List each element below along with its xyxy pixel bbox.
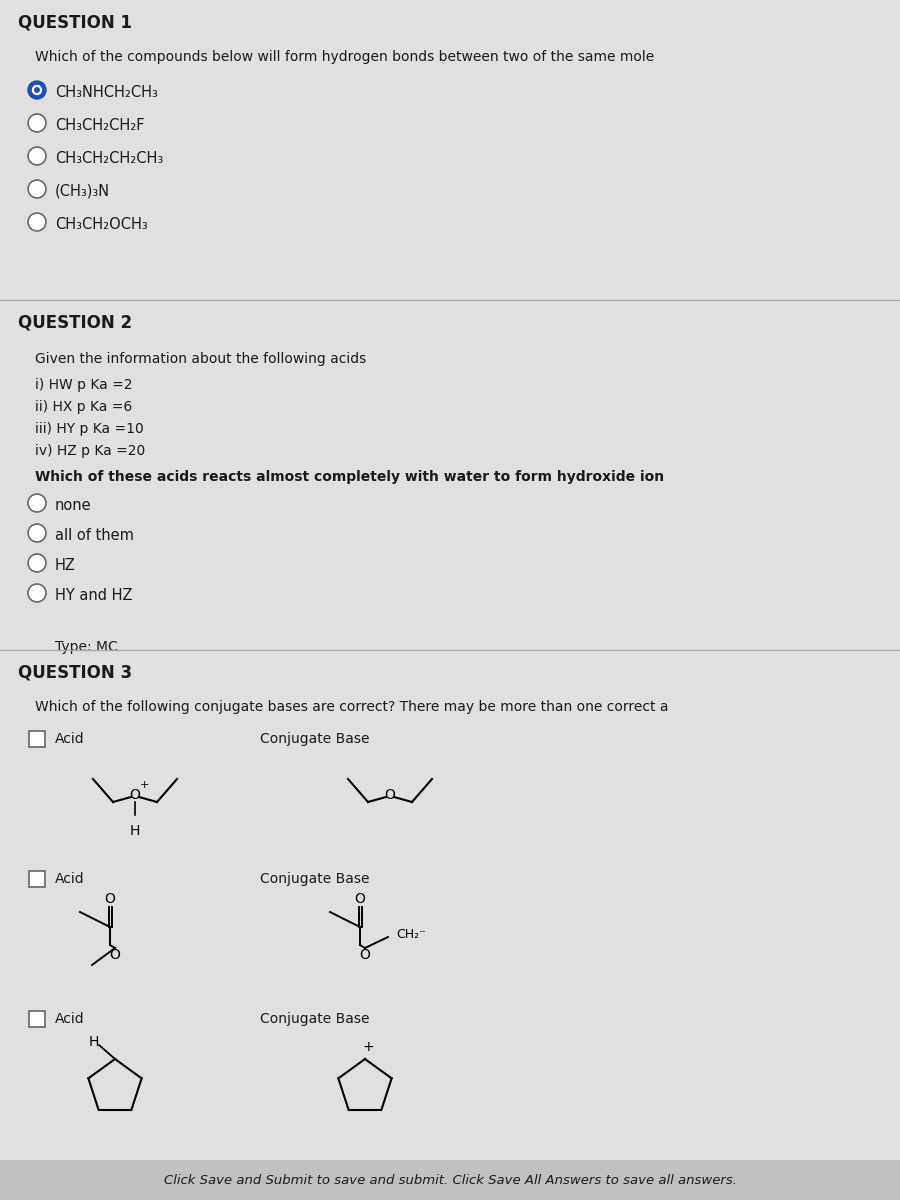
Text: Conjugate Base: Conjugate Base xyxy=(260,1012,370,1026)
Text: QUESTION 3: QUESTION 3 xyxy=(18,664,132,682)
Text: CH₃NHCH₂CH₃: CH₃NHCH₂CH₃ xyxy=(55,85,158,100)
Text: CH₃CH₂CH₂F: CH₃CH₂CH₂F xyxy=(55,118,145,133)
Bar xyxy=(0,0,900,300)
Circle shape xyxy=(28,214,46,230)
Circle shape xyxy=(28,584,46,602)
Text: ii) HX p Ka =6: ii) HX p Ka =6 xyxy=(35,400,132,414)
Text: Acid: Acid xyxy=(55,1012,85,1026)
Bar xyxy=(29,1010,45,1027)
Text: +: + xyxy=(362,1040,374,1054)
Text: Click Save and Submit to save and submit. Click Save All Answers to save all ans: Click Save and Submit to save and submit… xyxy=(164,1174,736,1187)
Bar xyxy=(29,731,45,746)
Text: QUESTION 1: QUESTION 1 xyxy=(18,14,132,32)
Bar xyxy=(0,300,900,650)
Text: CH₂⁻: CH₂⁻ xyxy=(396,928,426,941)
Text: O: O xyxy=(130,788,140,802)
Text: (CH₃)₃N: (CH₃)₃N xyxy=(55,184,110,199)
Text: HZ: HZ xyxy=(55,558,76,572)
Circle shape xyxy=(32,85,41,95)
Text: Which of the compounds below will form hydrogen bonds between two of the same mo: Which of the compounds below will form h… xyxy=(35,50,654,64)
Text: Given the information about the following acids: Given the information about the followin… xyxy=(35,352,366,366)
Text: Which of the following conjugate bases are correct? There may be more than one c: Which of the following conjugate bases a… xyxy=(35,700,669,714)
Text: QUESTION 2: QUESTION 2 xyxy=(18,314,132,332)
Text: CH₃CH₂CH₂CH₃: CH₃CH₂CH₂CH₃ xyxy=(55,151,163,166)
Text: Conjugate Base: Conjugate Base xyxy=(260,732,370,746)
Circle shape xyxy=(28,146,46,164)
Circle shape xyxy=(28,554,46,572)
Bar xyxy=(0,1160,900,1200)
Text: all of them: all of them xyxy=(55,528,134,542)
Circle shape xyxy=(28,494,46,512)
Text: O: O xyxy=(355,892,365,906)
Circle shape xyxy=(28,524,46,542)
Text: O: O xyxy=(104,892,115,906)
Text: O: O xyxy=(110,948,121,962)
Text: iii) HY p Ka =10: iii) HY p Ka =10 xyxy=(35,422,144,436)
Text: H: H xyxy=(89,1034,99,1049)
Text: i) HW p Ka =2: i) HW p Ka =2 xyxy=(35,378,132,392)
Circle shape xyxy=(35,88,40,92)
Text: HY and HZ: HY and HZ xyxy=(55,588,132,602)
Text: Type: MC: Type: MC xyxy=(55,640,118,654)
Text: Which of these acids reacts almost completely with water to form hydroxide ion: Which of these acids reacts almost compl… xyxy=(35,470,664,484)
Text: none: none xyxy=(55,498,92,514)
Bar xyxy=(0,650,900,1160)
Text: Acid: Acid xyxy=(55,872,85,886)
Text: Conjugate Base: Conjugate Base xyxy=(260,872,370,886)
Text: +: + xyxy=(140,780,148,790)
Text: Acid: Acid xyxy=(55,732,85,746)
Circle shape xyxy=(28,80,46,98)
Text: CH₃CH₂OCH₃: CH₃CH₂OCH₃ xyxy=(55,217,148,232)
Bar xyxy=(29,871,45,887)
Text: O: O xyxy=(384,788,395,802)
Text: O: O xyxy=(360,948,371,962)
Text: iv) HZ p Ka =20: iv) HZ p Ka =20 xyxy=(35,444,145,458)
Circle shape xyxy=(28,180,46,198)
Circle shape xyxy=(28,114,46,132)
Text: H: H xyxy=(130,824,140,838)
